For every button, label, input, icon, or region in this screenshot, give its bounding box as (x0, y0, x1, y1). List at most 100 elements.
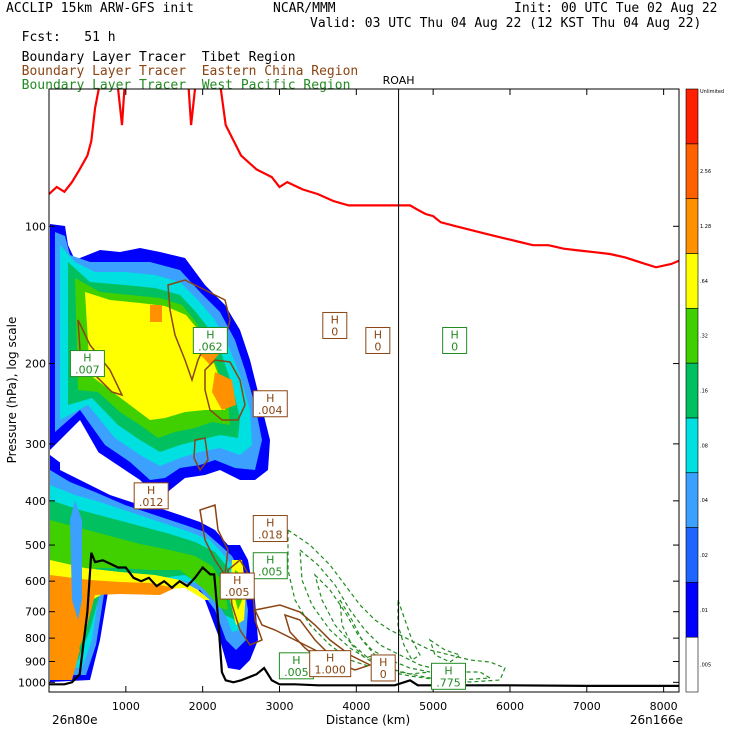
init-time: Init: 00 UTC Tue 02 Aug 22 (514, 1, 718, 16)
high-label-box (69, 350, 105, 378)
tracer-tibet: Boundary Layer Tracer Tibet Region (6, 37, 296, 65)
high-label-box (192, 326, 228, 354)
high-label-box (309, 650, 352, 678)
x-tick-label: 5000 (419, 700, 447, 713)
high-label: H0 (365, 326, 391, 354)
y-tick-label: 800 (25, 632, 46, 645)
high-marker: H (444, 664, 452, 677)
high-value: 0 (380, 668, 387, 681)
high-label: H.004 (252, 390, 288, 418)
high-label: H1.000 (309, 650, 352, 678)
forecast-label-text: Fcst: (21, 30, 61, 45)
high-marker: H (266, 517, 274, 530)
x-tick-label: 2000 (189, 700, 217, 713)
x-axis-label: Distance (km) (326, 713, 410, 727)
series-line-1 (49, 552, 679, 688)
institution: NCAR/MMM (273, 1, 336, 16)
high-label-box (431, 662, 467, 690)
axis-layer: 1000 2000 3000 4000 5000 6000 7000 800010020030… (18, 89, 679, 713)
colorbar-segment (685, 472, 699, 528)
colorbar: .005 .01 .02 .04 .08 .16 .32 .64 1.28 2.56 Unlimit… (685, 88, 724, 693)
colorbar-segment (685, 362, 699, 419)
high-value: .012 (139, 496, 164, 509)
high-marker: H (147, 484, 155, 497)
x-start-label: 26n80e (52, 713, 98, 727)
high-marker: H (379, 656, 387, 669)
colorbar-level-label: 2.56 (700, 169, 711, 175)
x-end-label: 26n166e (630, 713, 683, 727)
colorbar-segment (685, 198, 699, 254)
high-value: 0 (374, 340, 381, 353)
west-pacific-contours (287, 528, 506, 683)
colorbar-segment (685, 636, 699, 693)
high-label-box (252, 552, 288, 580)
high-value: 0 (451, 340, 458, 353)
y-tick-label: 500 (25, 539, 46, 552)
colorbar-segment (685, 417, 699, 474)
x-tick-label: 8000 (650, 700, 678, 713)
high-marker: H (83, 352, 91, 365)
colorbar-level-label: .04 (700, 498, 708, 504)
y-tick-label: 700 (25, 606, 46, 619)
colorbar-segment (685, 527, 699, 583)
y-tick-label: 600 (25, 575, 46, 588)
colorbar-level-label: .16 (700, 389, 708, 395)
high-label: H.005 (252, 552, 288, 580)
high-value: .004 (258, 404, 283, 417)
colorbar-segment (685, 582, 699, 638)
high-label-box (370, 654, 396, 682)
high-label-box (219, 572, 255, 600)
high-value: 0 (331, 325, 338, 338)
high-label: H.005 (219, 572, 255, 600)
y-tick-label: 100 (25, 220, 46, 233)
colorbar-level-label: .005 (700, 663, 711, 669)
high-label-box (278, 652, 314, 680)
high-label: H.062 (192, 326, 228, 354)
high-marker: H (206, 328, 214, 341)
colorbar-segment (685, 88, 699, 145)
high-label-box (252, 515, 288, 543)
y-tick-label: 200 (25, 358, 46, 371)
colorbar-level-label: .64 (700, 279, 708, 285)
y-tick-label: 900 (25, 655, 46, 668)
colorbar-segment (685, 253, 699, 309)
high-label: H.775 (431, 662, 467, 690)
high-marker: H (374, 328, 382, 341)
colorbar-level-label: .01 (700, 608, 708, 614)
y-tick-label: 1000 (18, 676, 46, 689)
high-marker: H (331, 313, 339, 326)
tracer-shading (50, 224, 270, 682)
plot-frame (48, 88, 680, 693)
colorbar-level-label: Unlimited (700, 89, 724, 95)
roah-label: ROAH (383, 74, 415, 87)
high-label-box (133, 482, 169, 510)
high-marker: H (326, 652, 334, 665)
high-marker: H (451, 328, 459, 341)
high-value: .005 (258, 566, 283, 579)
x-tick-label: 4000 (342, 700, 370, 713)
high-label-box (252, 390, 288, 418)
tracer-region: Tibet Region (201, 50, 296, 65)
high-marker: H (233, 574, 241, 587)
high-value: 1.000 (314, 664, 346, 677)
x-tick-label: 7000 (573, 700, 601, 713)
high-label: H0 (442, 326, 468, 354)
tracer-name: Boundary Layer Tracer (21, 50, 187, 65)
high-marker: H (266, 392, 274, 405)
y-axis-label: Pressure (hPa), log scale (5, 317, 19, 464)
y-tick-label: 400 (25, 495, 46, 508)
high-marker: H (292, 654, 300, 667)
colorbar-level-label: 1.28 (700, 224, 711, 230)
high-value: .062 (198, 340, 223, 353)
colorbar-level-label: .32 (700, 334, 708, 340)
high-label-box (365, 326, 391, 354)
x-tick-label: 6000 (496, 700, 524, 713)
valid-time: Valid: 03 UTC Thu 04 Aug 22 (12 KST Thu … (310, 16, 702, 31)
colorbar-segment (685, 143, 699, 199)
model-title: ACCLIP 15km ARW-GFS init (6, 1, 194, 16)
colorbar-level-label: .02 (700, 553, 708, 559)
high-label: H0 (370, 654, 396, 682)
x-tick-label: 1000 (112, 700, 140, 713)
y-tick-label: 300 (25, 438, 46, 451)
